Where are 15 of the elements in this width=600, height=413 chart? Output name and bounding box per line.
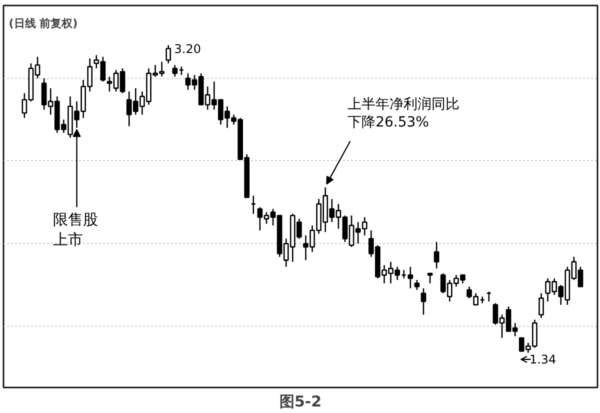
candlestick	[427, 272, 433, 284]
candlestick	[420, 288, 426, 316]
candlestick	[166, 44, 172, 64]
caption: 图5-2	[279, 392, 322, 410]
candlestick	[172, 64, 178, 78]
annotation: 下降26.53%	[348, 114, 429, 131]
annotation: 1.34	[529, 352, 556, 366]
annotation: 3.20	[174, 42, 201, 56]
annotation: 上半年净利润同比	[348, 96, 460, 112]
annotation: 上市	[53, 230, 84, 248]
candlestick	[538, 292, 544, 319]
text: (日线 前复权)	[8, 17, 78, 30]
candlestick	[434, 241, 440, 270]
candlestick	[414, 279, 420, 291]
annotation: 限售股	[53, 210, 98, 229]
